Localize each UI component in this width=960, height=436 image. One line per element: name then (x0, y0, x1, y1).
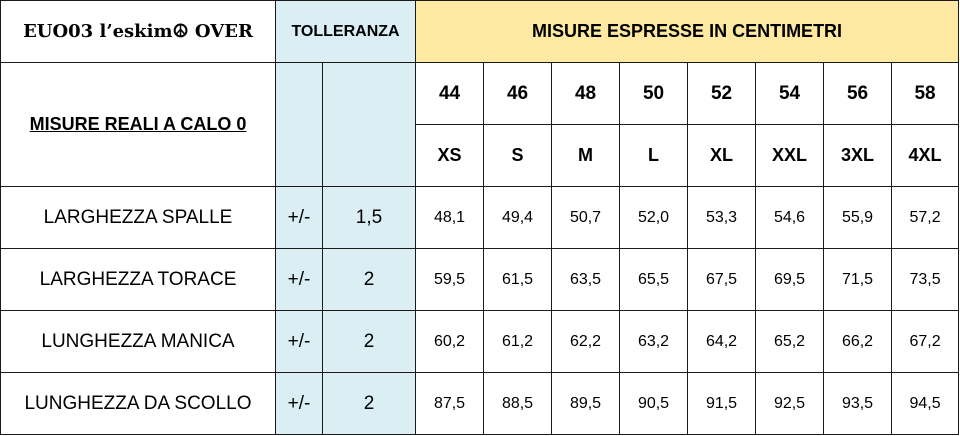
measure-value: 87,5 (415, 372, 485, 435)
tolerance-value: 1,5 (321, 186, 417, 249)
measure-value: 67,2 (891, 310, 960, 373)
size-number-cell: 54 (755, 62, 825, 125)
measure-label: LARGHEZZA SPALLE (0, 186, 276, 249)
measure-value: 66,2 (823, 310, 893, 373)
size-number-cell: 56 (823, 62, 893, 125)
size-number-cell: 48 (551, 62, 621, 125)
size-number-cell: 50 (619, 62, 689, 125)
tolerance-value: 2 (321, 310, 417, 373)
size-label-cell: L (619, 124, 689, 187)
table-row: LARGHEZZA TORACE +/- 2 59,5 61,5 63,5 65… (0, 248, 960, 311)
table-row: LUNGHEZZA DA SCOLLO +/- 2 87,5 88,5 89,5… (0, 372, 960, 435)
size-label-cell: M (551, 124, 621, 187)
tolerance-value: 2 (321, 372, 417, 435)
tolerance-sign: +/- (275, 186, 323, 249)
size-label-cell: XS (415, 124, 485, 187)
measure-label: LARGHEZZA TORACE (0, 248, 276, 311)
measure-value: 65,5 (619, 248, 689, 311)
measure-value: 63,2 (619, 310, 689, 373)
product-title: EUO03 l’eskim☮ OVER (0, 0, 276, 63)
tolerance-value-blank (321, 62, 417, 187)
tolerance-header: TOLLERANZA (274, 0, 417, 63)
size-label-cell: 3XL (823, 124, 893, 187)
real-measures-label: MISURE REALI A CALO 0 (0, 62, 276, 187)
size-number-cell: 58 (891, 62, 960, 125)
measure-value: 65,2 (755, 310, 825, 373)
size-number-row: MISURE REALI A CALO 0 44 46 48 50 52 54 … (0, 62, 960, 187)
measure-value: 73,5 (891, 248, 960, 311)
measures-header: MISURE ESPRESSE IN CENTIMETRI (415, 0, 960, 63)
measure-value: 50,7 (551, 186, 621, 249)
size-number-cell: 46 (483, 62, 553, 125)
measure-value: 53,3 (687, 186, 757, 249)
measure-value: 94,5 (891, 372, 960, 435)
measure-value: 62,2 (551, 310, 621, 373)
measure-value: 61,5 (483, 248, 553, 311)
measure-value: 49,4 (483, 186, 553, 249)
measure-value: 93,5 (823, 372, 893, 435)
size-number-cell: 44 (415, 62, 485, 125)
measure-value: 64,2 (687, 310, 757, 373)
measure-value: 52,0 (619, 186, 689, 249)
tolerance-value: 2 (321, 248, 417, 311)
tolerance-sign: +/- (275, 372, 323, 435)
measure-value: 71,5 (823, 248, 893, 311)
size-label-cell: 4XL (891, 124, 960, 187)
measure-value: 59,5 (415, 248, 485, 311)
tolerance-sign-blank (275, 62, 323, 187)
size-label-cell: S (483, 124, 553, 187)
measure-value: 89,5 (551, 372, 621, 435)
measure-value: 54,6 (755, 186, 825, 249)
measure-label: LUNGHEZZA DA SCOLLO (0, 372, 276, 435)
measure-value: 48,1 (415, 186, 485, 249)
measure-value: 91,5 (687, 372, 757, 435)
size-number-cell: 52 (687, 62, 757, 125)
measure-value: 88,5 (483, 372, 553, 435)
size-label-cell: XXL (755, 124, 825, 187)
tolerance-sign: +/- (275, 248, 323, 311)
table-row: LUNGHEZZA MANICA +/- 2 60,2 61,2 62,2 63… (0, 310, 960, 373)
size-label-row: XS S M L XL XXL 3XL 4XL (1, 124, 960, 187)
measure-value: 57,2 (891, 186, 960, 249)
tolerance-sign: +/- (275, 310, 323, 373)
measure-value: 67,5 (687, 248, 757, 311)
measure-value: 69,5 (755, 248, 825, 311)
measure-value: 60,2 (415, 310, 485, 373)
measure-value: 92,5 (755, 372, 825, 435)
measure-value: 90,5 (619, 372, 689, 435)
measure-value: 61,2 (483, 310, 553, 373)
header-row: EUO03 l’eskim☮ OVER TOLLERANZA MISURE ES… (0, 0, 960, 63)
measure-value: 55,9 (823, 186, 893, 249)
size-label-cell: XL (687, 124, 757, 187)
measure-label: LUNGHEZZA MANICA (0, 310, 276, 373)
table-row: LARGHEZZA SPALLE +/- 1,5 48,1 49,4 50,7 … (0, 186, 960, 249)
measure-value: 63,5 (551, 248, 621, 311)
